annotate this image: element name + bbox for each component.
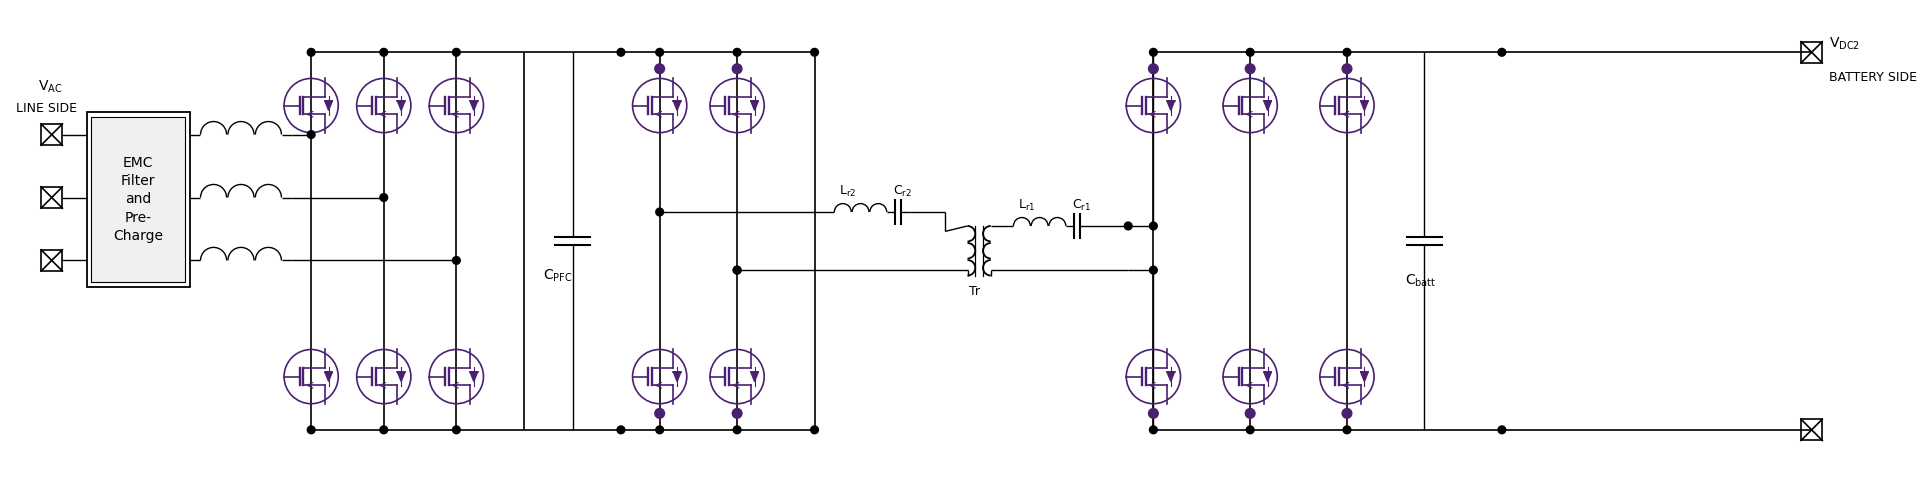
Circle shape xyxy=(380,426,388,434)
Polygon shape xyxy=(324,372,332,382)
Polygon shape xyxy=(397,101,405,110)
Circle shape xyxy=(733,266,741,274)
Circle shape xyxy=(1344,426,1352,434)
Polygon shape xyxy=(324,101,332,110)
Circle shape xyxy=(307,426,315,434)
Polygon shape xyxy=(674,372,682,382)
Polygon shape xyxy=(1361,372,1369,382)
Bar xyxy=(1801,42,1822,63)
Circle shape xyxy=(1148,64,1158,73)
Text: L$_{\mathrm{r1}}$: L$_{\mathrm{r1}}$ xyxy=(1018,197,1035,213)
Circle shape xyxy=(1125,222,1133,230)
Text: V$_{\mathrm{AC}}$: V$_{\mathrm{AC}}$ xyxy=(38,79,63,95)
Text: LINE SIDE: LINE SIDE xyxy=(15,103,77,115)
Circle shape xyxy=(1246,49,1254,56)
Circle shape xyxy=(1498,426,1505,434)
Circle shape xyxy=(1148,409,1158,418)
Circle shape xyxy=(657,49,664,56)
Circle shape xyxy=(616,426,624,434)
Circle shape xyxy=(453,49,461,56)
Polygon shape xyxy=(1167,101,1175,110)
Text: V$_{\mathrm{DC2}}$: V$_{\mathrm{DC2}}$ xyxy=(1830,35,1860,52)
Circle shape xyxy=(1150,49,1158,56)
Text: C$_{\mathrm{r2}}$: C$_{\mathrm{r2}}$ xyxy=(893,184,912,199)
Circle shape xyxy=(453,257,461,264)
Circle shape xyxy=(1246,426,1254,434)
Circle shape xyxy=(657,426,664,434)
Polygon shape xyxy=(751,101,758,110)
Circle shape xyxy=(1150,222,1158,230)
Circle shape xyxy=(1150,266,1158,274)
Polygon shape xyxy=(674,101,682,110)
Bar xyxy=(40,187,61,208)
Circle shape xyxy=(380,49,388,56)
Bar xyxy=(1801,419,1822,440)
Circle shape xyxy=(1342,64,1352,73)
Text: C$_{\mathrm{r1}}$: C$_{\mathrm{r1}}$ xyxy=(1071,197,1091,213)
Circle shape xyxy=(380,193,388,201)
Bar xyxy=(40,124,61,145)
Circle shape xyxy=(732,409,741,418)
Circle shape xyxy=(657,208,664,216)
Text: C$_{\mathrm{PFC}}$: C$_{\mathrm{PFC}}$ xyxy=(543,268,572,284)
Circle shape xyxy=(655,64,664,73)
Polygon shape xyxy=(470,372,478,382)
Polygon shape xyxy=(751,372,758,382)
Circle shape xyxy=(453,426,461,434)
Text: EMC
Filter
and
Pre-
Charge: EMC Filter and Pre- Charge xyxy=(113,156,163,243)
Circle shape xyxy=(1344,49,1352,56)
Polygon shape xyxy=(1263,372,1271,382)
Polygon shape xyxy=(1167,372,1175,382)
Circle shape xyxy=(733,266,741,274)
Text: C$_{\mathrm{batt}}$: C$_{\mathrm{batt}}$ xyxy=(1405,273,1436,289)
Circle shape xyxy=(732,64,741,73)
Bar xyxy=(92,117,186,282)
Polygon shape xyxy=(397,372,405,382)
Circle shape xyxy=(733,49,741,56)
Text: L$_{\mathrm{r2}}$: L$_{\mathrm{r2}}$ xyxy=(839,184,856,199)
Circle shape xyxy=(655,409,664,418)
Circle shape xyxy=(307,49,315,56)
Circle shape xyxy=(307,131,315,139)
Circle shape xyxy=(1246,64,1256,73)
Bar xyxy=(86,112,190,287)
Circle shape xyxy=(616,49,624,56)
Text: Tr: Tr xyxy=(970,285,979,298)
Circle shape xyxy=(810,49,818,56)
Circle shape xyxy=(1150,426,1158,434)
Circle shape xyxy=(733,426,741,434)
Circle shape xyxy=(810,426,818,434)
Circle shape xyxy=(1342,409,1352,418)
Circle shape xyxy=(1498,49,1505,56)
Polygon shape xyxy=(1361,101,1369,110)
Polygon shape xyxy=(470,101,478,110)
Bar xyxy=(40,250,61,271)
Polygon shape xyxy=(1263,101,1271,110)
Text: BATTERY SIDE: BATTERY SIDE xyxy=(1830,71,1916,85)
Circle shape xyxy=(1246,409,1256,418)
